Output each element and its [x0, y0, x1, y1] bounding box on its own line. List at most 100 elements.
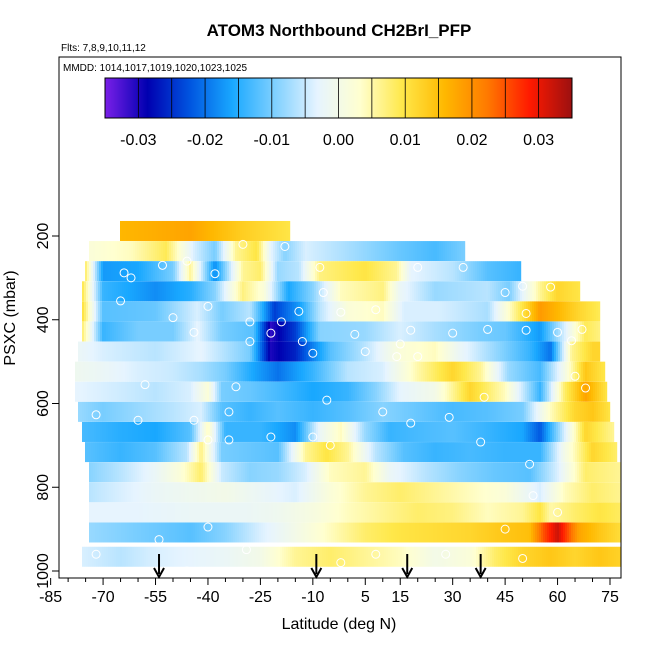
heatmap-cell [134, 421, 137, 442]
heatmap-cell [367, 522, 370, 543]
heatmap-cell [214, 321, 217, 342]
heatmap-cell [570, 421, 573, 442]
heatmap-cell [277, 442, 280, 463]
heatmap-cell [144, 546, 147, 567]
heatmap-cell [344, 281, 347, 302]
heatmap-cell [130, 281, 133, 302]
heatmap-cell [352, 301, 355, 322]
heatmap-cell [265, 502, 268, 523]
heatmap-cell [161, 261, 164, 282]
colorbar-swatch [290, 78, 292, 118]
heatmap-cell [595, 361, 598, 382]
heatmap-cell [130, 321, 133, 342]
heatmap-cell [237, 381, 240, 402]
heatmap-cell [439, 502, 442, 523]
colorbar-swatch [377, 78, 379, 118]
heatmap-cell [151, 482, 154, 503]
colorbar-swatch [391, 78, 393, 118]
heatmap-cell [447, 442, 450, 463]
heatmap-cell [280, 421, 283, 442]
heatmap-cell [373, 522, 376, 543]
heatmap-cell [535, 502, 538, 523]
heatmap-cell [462, 321, 465, 342]
heatmap-cell [443, 462, 446, 483]
y-tick-label: 200 [35, 223, 52, 250]
heatmap-cell [235, 381, 238, 402]
heatmap-cell [269, 261, 272, 282]
heatmap-cell [336, 321, 339, 342]
heatmap-cell [220, 546, 223, 567]
heatmap-cell [281, 522, 284, 543]
heatmap-cell [176, 546, 179, 567]
heatmap-cell [459, 241, 462, 262]
heatmap-cell [94, 546, 97, 567]
heatmap-cell [398, 401, 401, 422]
heatmap-cell [440, 301, 443, 322]
heatmap-cell [537, 442, 540, 463]
heatmap-cell [185, 261, 188, 282]
heatmap-cell [399, 261, 402, 282]
heatmap-cell [391, 261, 394, 282]
heatmap-cell [227, 261, 230, 282]
heatmap-cell [97, 241, 100, 262]
heatmap-cell [598, 321, 601, 342]
heatmap-cell [424, 341, 427, 362]
heatmap-cell [181, 261, 184, 282]
heatmap-cell [605, 462, 608, 483]
colorbar-swatch [186, 78, 188, 118]
heatmap-cell [213, 442, 216, 463]
heatmap-cell [215, 502, 218, 523]
heatmap-cell [502, 281, 505, 302]
heatmap-cell [542, 401, 545, 422]
heatmap-cell [190, 321, 193, 342]
heatmap-cell [334, 321, 337, 342]
heatmap-cell [305, 522, 308, 543]
heatmap-cell [234, 281, 237, 302]
colorbar-swatch [453, 78, 455, 118]
heatmap-cell [123, 502, 126, 523]
heatmap-cell [404, 421, 407, 442]
colorbar-swatch [215, 78, 217, 118]
colorbar-swatch [187, 78, 189, 118]
heatmap-cell [250, 220, 253, 241]
heatmap-cell [539, 502, 542, 523]
heatmap-cell [163, 381, 166, 402]
heatmap-cell [86, 321, 89, 342]
heatmap-cell [133, 442, 136, 463]
heatmap-cell [535, 381, 538, 402]
heatmap-cell [131, 502, 134, 523]
heatmap-cell [302, 401, 305, 422]
heatmap-cell [559, 462, 562, 483]
heatmap-cell [240, 281, 243, 302]
heatmap-cell [487, 442, 490, 463]
heatmap-cell [347, 261, 350, 282]
heatmap-cell [504, 321, 507, 342]
heatmap-cell [427, 261, 430, 282]
heatmap-cell [279, 261, 282, 282]
heatmap-cell [288, 546, 291, 567]
heatmap-cell [304, 401, 307, 422]
heatmap-cell [584, 301, 587, 322]
heatmap-cell [627, 502, 629, 522]
heatmap-cell [455, 241, 458, 262]
heatmap-cell [321, 462, 324, 483]
colorbar-swatch [281, 78, 283, 118]
sample-point [294, 306, 304, 316]
sample-point [360, 347, 370, 357]
heatmap-cell [175, 482, 178, 503]
heatmap-cell [396, 301, 399, 322]
heatmap-cell [254, 421, 257, 442]
heatmap-cell [606, 546, 609, 567]
heatmap-cell [200, 220, 203, 241]
colorbar-swatch [123, 78, 125, 118]
heatmap-cell [213, 482, 216, 503]
colorbar-swatch [504, 78, 506, 118]
heatmap-cell [448, 421, 451, 442]
heatmap-cell [116, 281, 119, 302]
heatmap-cell [523, 482, 526, 503]
heatmap-cell [158, 421, 161, 442]
colorbar-swatch [330, 78, 332, 118]
heatmap-cell [181, 482, 184, 503]
heatmap-cell [306, 421, 309, 442]
heatmap-cell [236, 546, 239, 567]
